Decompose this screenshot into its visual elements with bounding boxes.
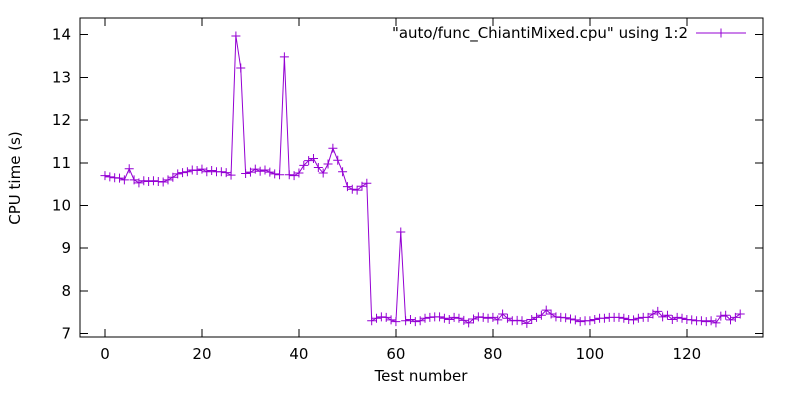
- legend-label: "auto/func_ChiantiMixed.cpu" using 1:2: [392, 24, 688, 43]
- x-tick-label: 80: [483, 345, 502, 363]
- x-tick-label: 0: [100, 345, 110, 363]
- y-tick-label: 11: [52, 154, 71, 172]
- x-axis-title: Test number: [374, 367, 469, 385]
- y-tick-label: 7: [61, 325, 71, 343]
- data-series-markers: [100, 31, 745, 328]
- x-tick-label: 40: [289, 345, 308, 363]
- y-tick-label: 8: [61, 282, 71, 300]
- y-tick-label: 9: [61, 239, 71, 257]
- y-tick-label: 10: [52, 196, 71, 214]
- y-axis-title: CPU time (s): [6, 131, 24, 224]
- legend-sample-layer: [696, 28, 746, 38]
- y-tick-label: 12: [52, 111, 71, 129]
- legend-sample-marker: [716, 28, 726, 38]
- series-layer: [100, 31, 745, 328]
- x-tick-label: 60: [386, 345, 405, 363]
- x-tick-label: 120: [673, 345, 702, 363]
- x-tick-label: 100: [576, 345, 605, 363]
- data-series-line: [104, 35, 741, 324]
- plot-border: [79, 17, 764, 338]
- y-tick-label: 13: [52, 68, 71, 86]
- axes-layer: 0 20 40 60 80 100 120 7 8 9 10 11 12 13 14: [52, 17, 764, 363]
- x-tick-label: 20: [192, 345, 211, 363]
- y-tick-label: 14: [52, 26, 71, 44]
